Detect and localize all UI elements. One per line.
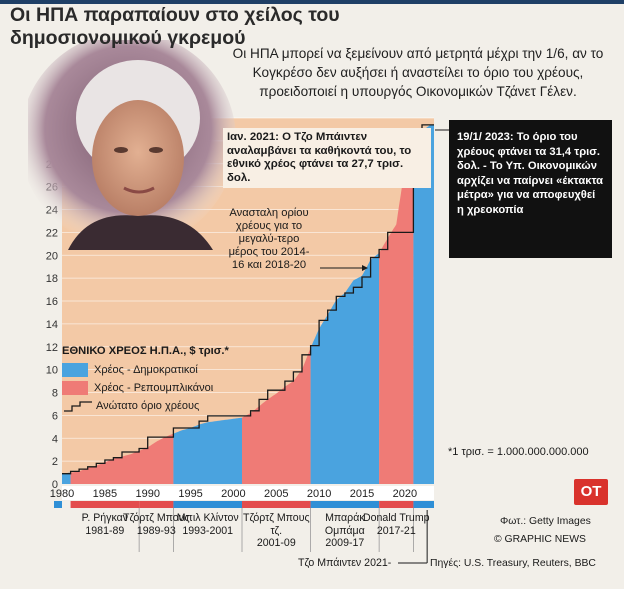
president-bar [54, 501, 62, 508]
president-years: 2001-09 [256, 537, 296, 549]
y-tick-label: 22 [46, 227, 58, 239]
president-name: Μπιλ Κλίντον [176, 512, 239, 524]
jan2023-callout: 19/1/ 2023: Το όριο του χρέους φτάνει τα… [449, 120, 612, 258]
x-tick-label: 2020 [393, 488, 417, 500]
debt-area-segment [310, 253, 380, 484]
debt-area-segment [242, 347, 311, 484]
y-tick-label: 6 [52, 410, 58, 422]
legend-item-dem: Χρέος - Δημοκρατικοί [62, 361, 232, 379]
president-label: Μπιλ Κλίντον 1993-2001 [172, 512, 244, 537]
president-name: Τζόρτζ Μπους [122, 512, 190, 524]
brand-logo: OT [574, 479, 608, 505]
legend-label-limit: Ανώτατο όριο χρέους [96, 400, 200, 412]
president-bar [173, 501, 242, 508]
president-years: 2009-17 [325, 537, 365, 549]
x-tick-label: 2000 [221, 488, 245, 500]
x-tick-label: 2005 [264, 488, 288, 500]
legend-item-rep: Χρέος - Ρεπουμπλικάνοι [62, 379, 232, 397]
y-tick-label: 8 [52, 388, 58, 400]
y-tick-label: 14 [46, 319, 58, 331]
president-name: Τζόρτζ Μπους τζ. [242, 512, 310, 537]
legend-title: ΕΘΝΙΚΟ ΧΡΕΟΣ Η.Π.Α., $ τρισ.* [62, 345, 229, 357]
legend-swatch-rep [62, 381, 88, 395]
y-tick-label: 10 [46, 365, 58, 377]
sources: Πηγές: U.S. Treasury, Reuters, BBC [430, 558, 596, 569]
president-bar [70, 501, 140, 508]
president-name: Donald Trump [363, 512, 430, 524]
graphic-credit: © GRAPHIC NEWS [494, 534, 586, 545]
y-tick-label: 12 [46, 342, 58, 354]
president-label: Μπαράκ Ομπάμα 2009-17 [309, 512, 381, 550]
debt-limit-line [62, 124, 434, 475]
y-tick-label: 16 [46, 296, 58, 308]
x-tick-label: 2015 [350, 488, 374, 500]
y-tick-label: 18 [46, 273, 58, 285]
president-label: Ρ. Ρήγκαν 1981-89 [69, 512, 141, 537]
debt-area-segment [70, 433, 174, 484]
x-tick-label: 1995 [178, 488, 202, 500]
footnote: *1 τρισ. = 1.000.000.000.000 [448, 446, 589, 458]
legend-label-rep: Χρέος - Ρεπουμπλικάνοι [94, 382, 214, 394]
suspended-limit-annotation: Ανασταλη ορίου χρέους για το μεγαλύ-τερο… [228, 207, 310, 271]
president-label: Τζόρτζ Μπους τζ. 2001-09 [240, 512, 312, 550]
x-tick-label: 2010 [307, 488, 331, 500]
debt-area-segment [173, 417, 242, 484]
y-tick-label: 20 [46, 250, 58, 262]
president-bar [310, 501, 380, 508]
president-label: Donald Trump 2017-21 [360, 512, 432, 537]
president-years: 1989-93 [136, 524, 176, 537]
president-bar [242, 501, 311, 508]
biden-callout: Ιαν. 2021: Ο Τζο Μπάιντεν αναλαμβάνει τα… [223, 128, 431, 188]
president-bars [54, 501, 434, 552]
x-tick-label: 1980 [50, 488, 74, 500]
intro-text: Οι ΗΠΑ μπορεί να ξεμείνουν από μετρητά μ… [232, 46, 604, 99]
legend-item-limit: Ανώτατο όριο χρέους [62, 397, 232, 415]
legend-label-dem: Χρέος - Δημοκρατικοί [94, 364, 198, 376]
president-label: Τζο Μπάιντεν 2021- [298, 557, 392, 569]
legend: ΕΘΝΙΚΟ ΧΡΕΟΣ Η.Π.Α., $ τρισ.* Χρέος - Δη… [62, 345, 232, 415]
x-axis-band-bg [62, 486, 434, 500]
president-years: 2017-21 [376, 524, 416, 537]
page-title: Οι ΗΠΑ παραπαίουν στο χείλος του δημοσιο… [10, 4, 340, 49]
x-tick-label: 1990 [135, 488, 159, 500]
president-label: Τζόρτζ Μπους 1989-93 [120, 512, 192, 537]
president-name: Ρ. Ρήγκαν [81, 512, 129, 524]
legend-swatch-dem [62, 363, 88, 377]
x-tick-label: 1985 [93, 488, 117, 500]
limit-pointer-arrow [362, 265, 368, 271]
debt-area-segment [62, 472, 71, 484]
x-tick-labels: 1980 1985 1990 1995 2000 2005 2010 2015 2020 [50, 488, 417, 500]
president-name: Μπαράκ Ομπάμα [324, 512, 365, 537]
photo-credit: Φωτ.: Getty Images [500, 516, 591, 527]
janet-yellen-portrait [28, 40, 236, 250]
president-years: 1993-2001 [182, 524, 234, 537]
y-tick-label: 0 [52, 479, 58, 491]
y-tick-label: 4 [52, 433, 58, 445]
debt-area-segment [413, 124, 434, 485]
president-bar [139, 501, 174, 508]
president-bar [413, 501, 434, 508]
top-accent-bar [0, 0, 624, 4]
legend-swatch-limit [64, 401, 92, 412]
x-axis-band [62, 486, 434, 500]
president-years: 1981-89 [85, 524, 125, 537]
y-tick-label: 2 [52, 456, 58, 468]
president-bar [379, 501, 414, 508]
